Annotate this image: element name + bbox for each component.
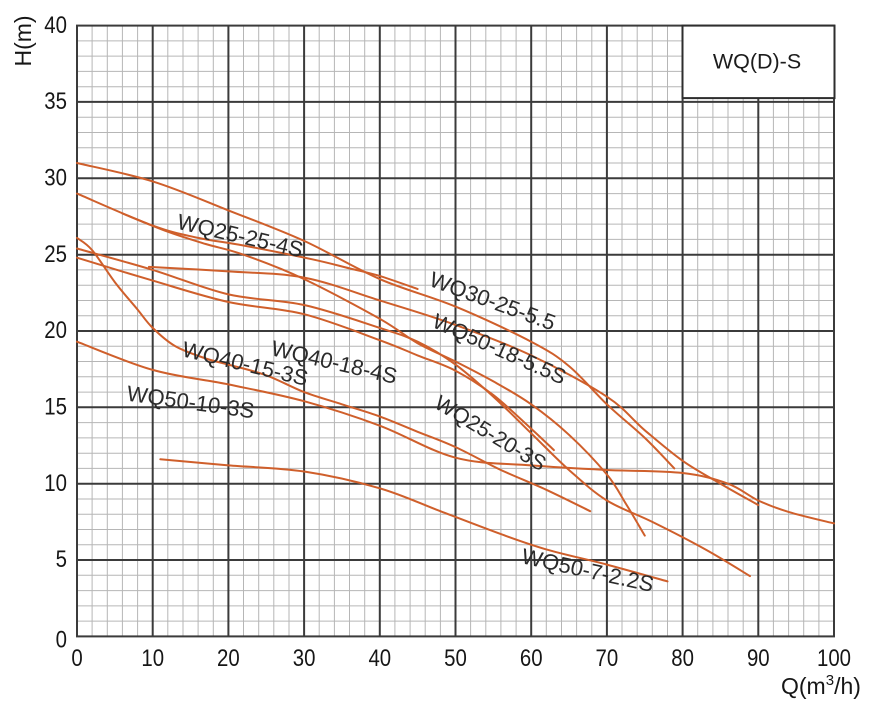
svg-text:0: 0 [71, 644, 82, 671]
svg-text:20: 20 [44, 317, 67, 344]
svg-text:30: 30 [44, 164, 67, 191]
svg-text:100: 100 [817, 644, 851, 671]
svg-text:5: 5 [56, 546, 67, 573]
svg-text:H(m): H(m) [10, 15, 36, 66]
svg-text:25: 25 [44, 240, 67, 267]
svg-text:40: 40 [44, 11, 67, 38]
svg-text:80: 80 [671, 644, 694, 671]
svg-text:90: 90 [747, 644, 770, 671]
svg-text:0: 0 [56, 626, 67, 653]
svg-text:40: 40 [368, 644, 391, 671]
svg-text:20: 20 [217, 644, 240, 671]
svg-text:30: 30 [293, 644, 316, 671]
svg-text:WQ(D)-S: WQ(D)-S [713, 50, 801, 74]
svg-text:60: 60 [520, 644, 543, 671]
svg-text:50: 50 [444, 644, 467, 671]
svg-text:Q(m3/h): Q(m3/h) [781, 672, 861, 699]
svg-text:35: 35 [44, 88, 67, 115]
svg-text:15: 15 [44, 393, 67, 420]
svg-text:10: 10 [44, 469, 67, 496]
svg-text:10: 10 [141, 644, 164, 671]
svg-text:70: 70 [596, 644, 619, 671]
